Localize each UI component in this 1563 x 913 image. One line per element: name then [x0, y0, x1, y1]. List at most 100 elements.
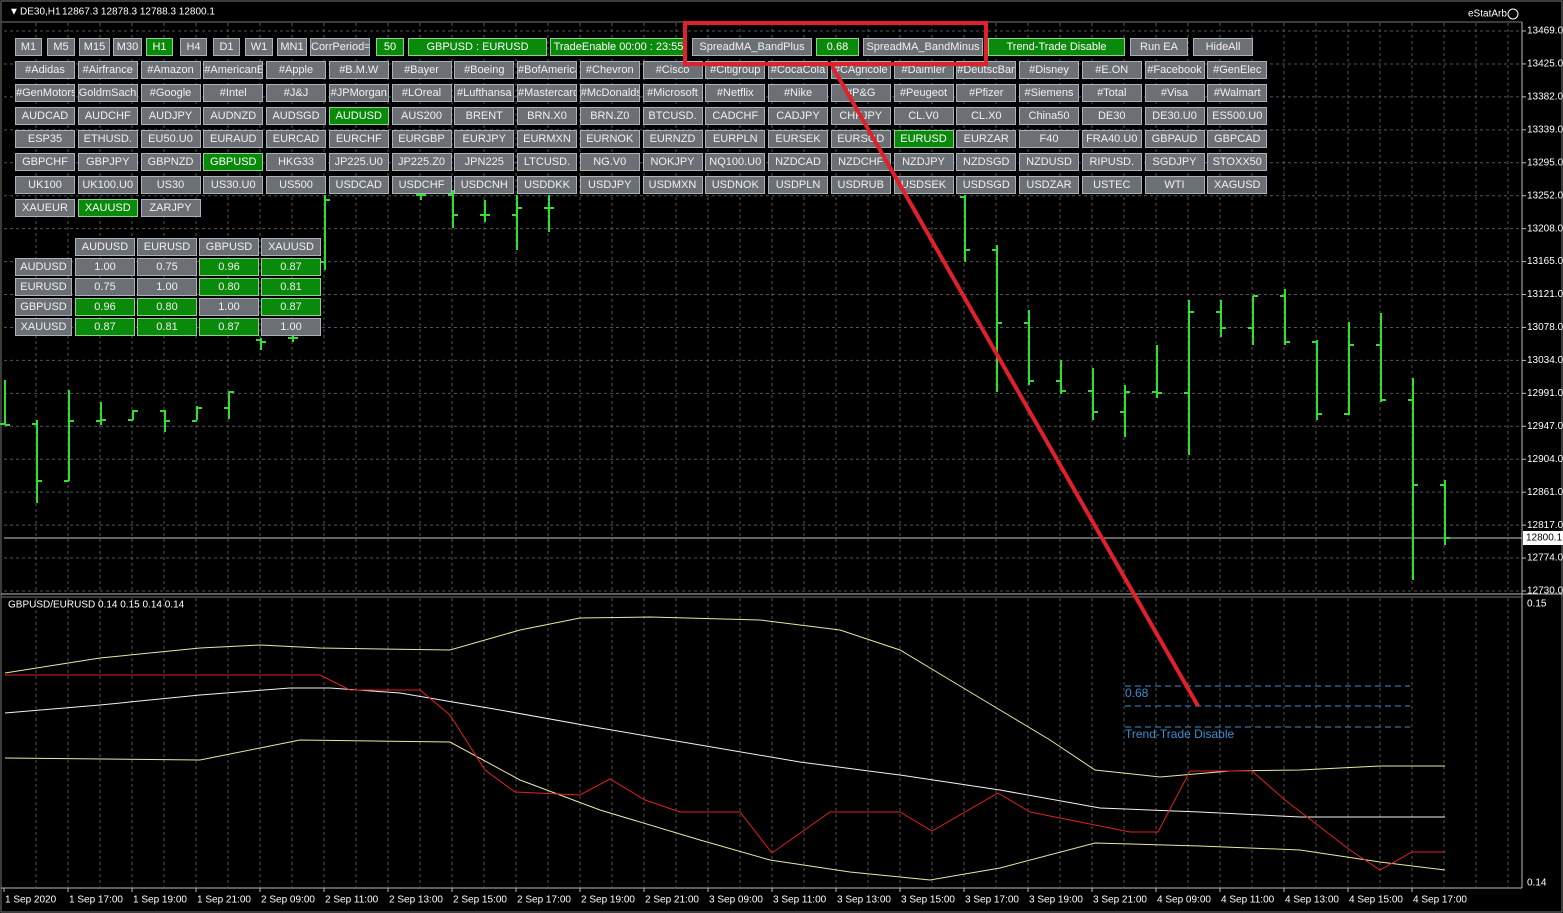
symbol-button[interactable]: #Siemens [1019, 84, 1079, 102]
symbol-button[interactable]: USDSGD [956, 176, 1017, 194]
symbol-button[interactable]: #Facebook [1144, 61, 1205, 79]
symbol-button[interactable]: USDCHF [391, 176, 452, 194]
symbol-button[interactable]: NOKJPY [642, 153, 703, 171]
toolbar-button[interactable]: CorrPeriod= [310, 38, 370, 56]
symbol-button[interactable]: CADCHF [705, 107, 766, 125]
symbol-button[interactable]: USDRUB [830, 176, 891, 194]
symbol-button[interactable]: JP225.Z0 [391, 153, 452, 171]
symbol-button[interactable]: #Cisco [642, 61, 703, 79]
symbol-button[interactable]: #BofAmerica [517, 61, 577, 79]
symbol-button[interactable]: #Amazon [140, 61, 201, 79]
menu-arrow[interactable]: ▼ [9, 7, 19, 18]
symbol-button[interactable]: BRN.X0 [517, 107, 577, 125]
symbol-button[interactable]: #Intel [203, 84, 264, 102]
symbol-button[interactable]: GBPCAD [1207, 130, 1268, 148]
symbol-button[interactable]: #AmericanEx [203, 61, 264, 79]
symbol-button[interactable]: UK100.U0 [77, 176, 138, 194]
symbol-button[interactable]: USDNOK [705, 176, 766, 194]
symbol-button[interactable]: #Walmart [1207, 84, 1268, 102]
symbol-button[interactable]: DE30.U0 [1144, 107, 1205, 125]
symbol-button[interactable]: EU50.U0 [140, 130, 201, 148]
symbol-button[interactable]: USDCNH [454, 176, 515, 194]
symbol-button[interactable]: US30.U0 [203, 176, 264, 194]
toolbar-button[interactable]: TradeEnable 00:00 : 23:55 [550, 38, 687, 56]
symbol-button[interactable]: #Bayer [391, 61, 452, 79]
symbol-button[interactable]: ESP35 [15, 130, 75, 148]
symbol-button[interactable]: #Boeing [454, 61, 515, 79]
toolbar-button[interactable]: M15 [79, 38, 110, 56]
symbol-button[interactable]: EURSEK [768, 130, 828, 148]
symbol-button[interactable]: #GenMotors [15, 84, 75, 102]
symbol-button[interactable]: US500 [266, 176, 326, 194]
symbol-button[interactable]: XAUEUR [15, 199, 75, 217]
symbol-button[interactable]: #P&G [830, 84, 891, 102]
symbol-button[interactable]: #Mastercard [517, 84, 577, 102]
symbol-button[interactable]: JPN225 [454, 153, 515, 171]
symbol-button[interactable]: #Adidas [15, 61, 75, 79]
symbol-button[interactable]: #Apple [266, 61, 326, 79]
symbol-button[interactable]: #Total [1081, 84, 1142, 102]
symbol-button[interactable]: RIPUSD. [1081, 153, 1142, 171]
symbol-button[interactable]: STOXX50 [1207, 153, 1268, 171]
toolbar-button[interactable]: 0.68 [816, 38, 859, 56]
symbol-button[interactable]: EURGBP [391, 130, 452, 148]
symbol-button[interactable]: AUDCHF [77, 107, 138, 125]
symbol-button[interactable]: #Lufthansa [454, 84, 515, 102]
symbol-button[interactable]: AUDJPY [140, 107, 201, 125]
symbol-button[interactable]: GBPNZD [140, 153, 201, 171]
symbol-button[interactable]: CL.X0 [956, 107, 1017, 125]
symbol-button[interactable]: GBPUSD [203, 153, 264, 171]
symbol-button[interactable]: USDZAR [1019, 176, 1079, 194]
toolbar-button[interactable]: SpreadMA_BandPlus [692, 38, 812, 56]
symbol-button[interactable]: AUDCAD [15, 107, 75, 125]
symbol-button[interactable]: #JPMorgan [328, 84, 389, 102]
symbol-button[interactable]: USDSEK [893, 176, 954, 194]
symbol-button[interactable]: USDCAD [328, 176, 389, 194]
symbol-button[interactable]: AUS200 [391, 107, 452, 125]
symbol-button[interactable]: EURNZD [642, 130, 703, 148]
symbol-button[interactable]: EURJPY [454, 130, 515, 148]
symbol-button[interactable]: EURPLN [705, 130, 766, 148]
symbol-button[interactable]: NZDUSD [1019, 153, 1079, 171]
symbol-button[interactable]: #McDonalds [579, 84, 640, 102]
symbol-button[interactable]: #Netflix [705, 84, 766, 102]
symbol-button[interactable]: #Daimler [893, 61, 954, 79]
symbol-button[interactable]: NZDCAD [768, 153, 828, 171]
symbol-button[interactable]: EURNOK [579, 130, 640, 148]
symbol-button[interactable]: #GenElec [1207, 61, 1268, 79]
symbol-button[interactable]: USDMXN [642, 176, 703, 194]
symbol-button[interactable]: #Airfrance [77, 61, 138, 79]
symbol-button[interactable]: NQ100.U0 [705, 153, 766, 171]
toolbar-button[interactable]: W1 [245, 38, 273, 56]
symbol-button[interactable]: NZDJPY [893, 153, 954, 171]
symbol-button[interactable]: SGDJPY [1144, 153, 1205, 171]
symbol-button[interactable]: AUDSGD [266, 107, 326, 125]
toolbar-button[interactable]: M5 [47, 38, 75, 56]
symbol-button[interactable]: GBPCHF [15, 153, 75, 171]
symbol-button[interactable]: USDPLN [768, 176, 828, 194]
toolbar-button[interactable]: HideAll [1193, 38, 1253, 56]
symbol-button[interactable]: NZDSGD [956, 153, 1017, 171]
symbol-button[interactable]: CADJPY [768, 107, 828, 125]
symbol-button[interactable]: China50 [1019, 107, 1079, 125]
symbol-button[interactable]: #CAgricole [830, 61, 891, 79]
toolbar-button[interactable]: Run EA [1130, 38, 1188, 56]
symbol-button[interactable]: #Nike [768, 84, 828, 102]
symbol-button[interactable]: EURZAR [956, 130, 1017, 148]
symbol-button[interactable]: WTI [1144, 176, 1205, 194]
symbol-button[interactable]: #Visa [1144, 84, 1205, 102]
symbol-button[interactable]: CHFJPY [830, 107, 891, 125]
symbol-button[interactable]: GBPAUD [1144, 130, 1205, 148]
symbol-button[interactable]: EURSGD [830, 130, 891, 148]
symbol-button[interactable]: FRA40.U0 [1081, 130, 1142, 148]
symbol-button[interactable]: GoldmSachs [77, 84, 138, 102]
symbol-button[interactable]: EURMXN [517, 130, 577, 148]
toolbar-button[interactable]: M1 [15, 38, 42, 56]
toolbar-button[interactable]: H1 [146, 38, 173, 56]
symbol-button[interactable]: BRN.Z0 [579, 107, 640, 125]
symbol-button[interactable]: ES500.U0 [1207, 107, 1268, 125]
symbol-button[interactable]: XAGUSD [1207, 176, 1268, 194]
symbol-button[interactable]: NG.V0 [579, 153, 640, 171]
symbol-button[interactable]: #B.M.W [328, 61, 389, 79]
symbol-button[interactable]: #CocaCola [768, 61, 828, 79]
